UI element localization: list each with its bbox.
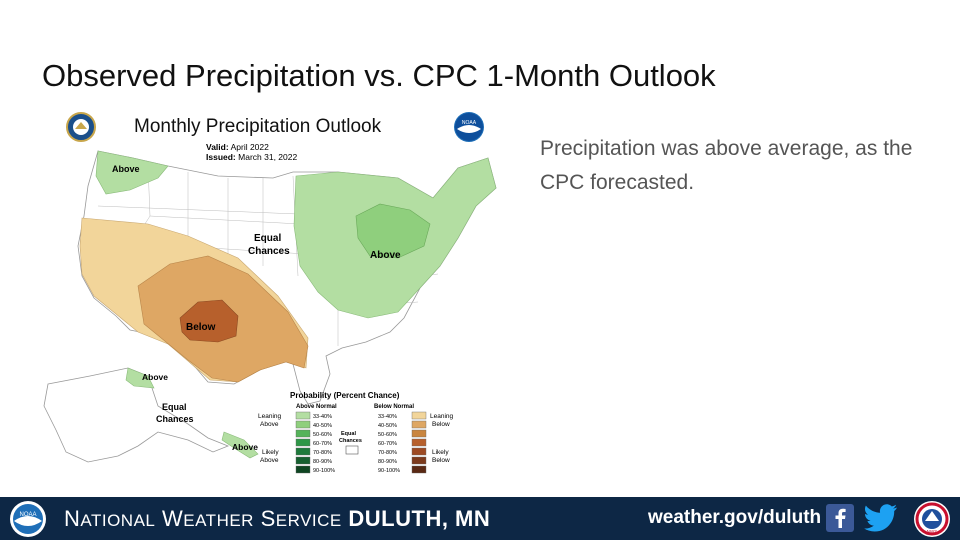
legend-above-swatch [295,447,311,456]
svg-text:NWS: NWS [927,529,938,534]
legend-below-swatch [411,420,427,429]
label-above-east: Above [370,250,401,261]
legend-likely-above-2: Above [260,457,279,464]
above-nw-region [95,150,169,195]
legend-below-bin-label: 90-100% [378,468,400,474]
legend-above-bin-label: 33-40% [313,414,332,420]
legend-likely-above-1: Likely [262,449,279,456]
legend-likely-below-2: Below [432,457,450,464]
above-east-mid-region [355,203,431,259]
legend-equal-1: Equal [341,431,356,437]
label-below-sw: Below [186,322,216,333]
label-equal-conus-1: Equal [254,233,281,244]
footer-url-link[interactable]: weather.gov/duluth [648,507,822,528]
legend-below-swatch [411,465,427,474]
legend-above-swatch [295,411,311,420]
precipitation-outlook-map: NOAA Monthly Precipitation Outlook Valid… [38,106,508,488]
legend-below-bin-label: 70-80% [378,450,397,456]
legend-below-header: Below Normal [374,404,414,410]
above-alaska-region [125,367,155,389]
slide-title: Observed Precipitation vs. CPC 1-Month O… [42,58,716,93]
legend-below-swatch [411,438,427,447]
legend-below-swatch [411,429,427,438]
svg-text:NOAA: NOAA [19,512,36,518]
label-equal-alaska-2: Chances [156,414,194,424]
legend-below-bin-label: 40-50% [378,423,397,429]
legend-leaning-below-1: Leaning [430,413,454,420]
side-text: Precipitation was above average, as the … [540,137,913,194]
legend-above-swatch [295,420,311,429]
legend-below-swatch [411,411,427,420]
legend-equal-swatch [345,445,359,455]
legend: Probability (Percent Chance) Above Norma… [258,391,454,474]
legend-below-bin-label: 50-60% [378,432,397,438]
legend-below-bin-label: 33-40% [378,414,397,420]
legend-likely-below-1: Likely [432,449,449,456]
legend-above-swatch [295,465,311,474]
legend-above-bin-label: 80-90% [313,459,332,465]
legend-below-swatch [411,456,427,465]
nws-logo-icon: NWS [914,501,950,537]
legend-above-bin-label: 40-50% [313,423,332,429]
label-above-alaska: Above [142,372,168,382]
svg-text:NOAA: NOAA [462,120,477,126]
legend-leaning-above-2: Above [260,421,279,428]
legend-above-bin-label: 50-60% [313,432,332,438]
label-above-nw: Above [112,164,140,174]
map-valid-issued: Valid: April 2022 Issued: March 31, 2022 [206,142,298,162]
noaa-logo-icon: NOAA [10,501,46,537]
legend-leaning-above-1: Leaning [258,413,282,420]
label-equal-conus-2: Chances [248,246,290,257]
below-strong-region [179,299,239,343]
twitter-icon[interactable] [864,504,898,532]
legend-above-bin-label: 60-70% [313,441,332,447]
legend-below-bin-label: 60-70% [378,441,397,447]
us-map-svg: Above Above Below Equal Chances Above Eq… [43,150,497,474]
legend-above-swatch [295,429,311,438]
legend-leaning-below-2: Below [432,421,450,428]
legend-above-header: Above Normal [296,404,337,410]
legend-title: Probability (Percent Chance) [290,391,400,400]
noaa-badge-icon: NOAA [454,112,484,142]
legend-above-bin-label: 70-80% [313,450,332,456]
footer-bar: NOAA NATIONAL WEATHER SERVICE DULUTH, MN… [0,497,960,540]
label-above-panhandle: Above [232,442,258,452]
above-panhandle-region [221,431,259,459]
legend-equal-2: Chances [339,438,362,444]
legend-above-swatch [295,438,311,447]
legend-below-swatch [411,447,427,456]
legend-below-bin-label: 80-90% [378,459,397,465]
legend-above-swatch [295,456,311,465]
label-equal-alaska-1: Equal [162,402,187,412]
footer-org-name: NATIONAL WEATHER SERVICE DULUTH, MN [64,506,491,531]
footer-office: DULUTH, MN [348,506,491,531]
doc-seal-icon [66,112,96,142]
map-title: Monthly Precipitation Outlook [134,116,382,137]
legend-above-bin-label: 90-100% [313,468,335,474]
facebook-icon[interactable] [826,504,854,532]
